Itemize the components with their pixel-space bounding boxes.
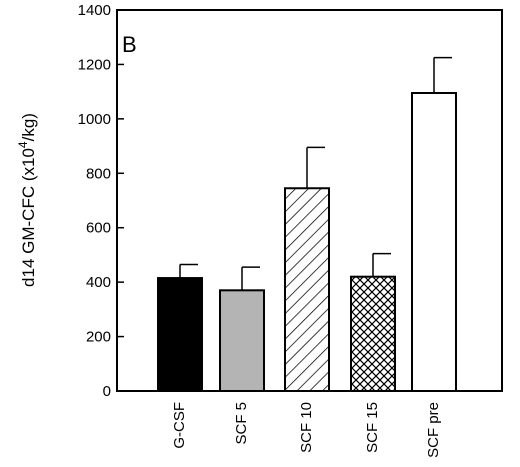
bar-g-csf (157, 277, 203, 392)
bar-scf-15 (350, 275, 396, 393)
x-tick-label: SCF pre (425, 402, 442, 458)
x-axis: G-CSF SCF 5 SCF 10 SCF 15 SCF pre (171, 402, 442, 458)
y-tick-label: 0 (103, 383, 111, 400)
bar-scf-5 (219, 289, 265, 392)
y-tick-label: 800 (86, 165, 111, 182)
bar-scf-pre (411, 92, 457, 392)
x-tick-label: SCF 15 (364, 402, 381, 453)
y-axis-title-tail: /kg) (19, 113, 38, 141)
y-tick-label: 400 (86, 274, 111, 291)
y-axis-title-main: d14 GM-CFC (x10 (19, 148, 38, 287)
y-tick-label: 1200 (78, 56, 111, 73)
y-tick-label: 600 (86, 220, 111, 237)
x-tick-label: SCF 10 (298, 402, 315, 453)
y-tick-label: 1400 (78, 2, 111, 19)
x-tick-label: G-CSF (171, 402, 188, 449)
y-axis-title-sup: 4 (16, 141, 30, 148)
bar-scf-10 (284, 187, 330, 392)
x-tick-label: SCF 5 (233, 402, 250, 445)
y-tick-label: 1000 (78, 111, 111, 128)
panel-label: B (122, 32, 137, 57)
y-tick-label: 200 (86, 329, 111, 346)
y-axis-title: d14 GM-CFC (x104/kg) (16, 113, 38, 287)
bars (157, 56, 457, 393)
y-axis: 0 200 400 600 800 1000 1200 1400 (78, 2, 124, 400)
